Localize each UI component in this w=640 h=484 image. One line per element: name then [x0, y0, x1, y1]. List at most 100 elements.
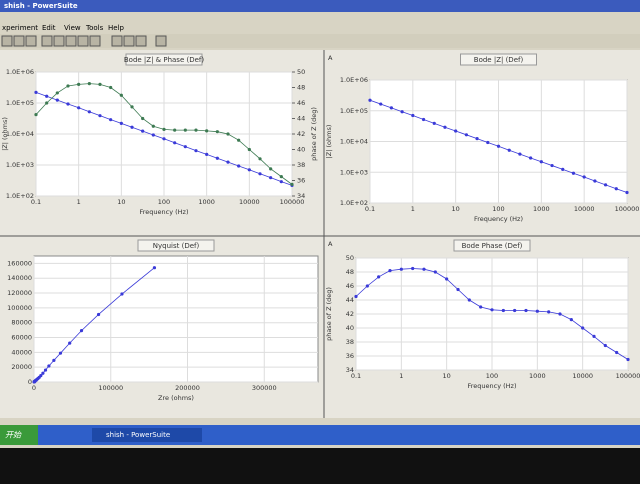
data-point — [66, 84, 70, 88]
data-point — [151, 124, 155, 128]
data-point — [400, 110, 404, 114]
menu-item[interactable]: Help — [108, 24, 125, 32]
data-point — [45, 101, 49, 105]
tool-button[interactable] — [155, 35, 167, 47]
y-tick-label: 1.0E+03 — [6, 161, 34, 169]
panel-label: A — [328, 54, 333, 62]
tool-button[interactable] — [89, 35, 101, 47]
data-point — [58, 351, 63, 355]
menu-item[interactable]: Edit — [42, 24, 56, 32]
x-tick-label: 100000 — [615, 205, 640, 213]
tool-button[interactable] — [135, 35, 147, 47]
data-point — [535, 309, 539, 313]
x-tick-label: 100 — [492, 205, 504, 213]
data-point — [47, 364, 51, 368]
data-point — [377, 275, 381, 279]
data-point — [173, 128, 177, 132]
y2-tick-label: 40 — [297, 146, 305, 154]
data-point — [507, 148, 511, 152]
y-tick-label: 140000 — [7, 274, 32, 282]
data-point — [183, 128, 187, 132]
y-tick-label: 38 — [346, 338, 354, 346]
data-point — [490, 308, 494, 312]
y-tick-label: 1.0E+06 — [340, 76, 368, 84]
charts: 0.1 1 1 0 100 100 0 10000 100000 1.0E+02 1.0E+03 1.… — [1, 53, 640, 402]
data-point — [464, 133, 468, 137]
title-bar — [0, 0, 640, 12]
data-point — [550, 163, 554, 168]
data-point — [558, 312, 562, 316]
title-box — [125, 53, 203, 66]
tool-button[interactable] — [1, 35, 13, 47]
y-tick-label: 0 — [28, 378, 32, 386]
y-tick-label: 160000 — [7, 259, 32, 267]
data-point — [603, 183, 608, 187]
y-tick-label: 1.0E+05 — [6, 99, 34, 107]
y-tick-label: 1.0E+02 — [6, 192, 34, 200]
tool-button[interactable] — [53, 35, 65, 47]
menu-item[interactable]: xperiment — [2, 24, 38, 32]
data-point — [87, 110, 91, 114]
data-point — [501, 308, 505, 313]
chart-title: Nyquist (Def) — [153, 242, 200, 250]
plot-area — [33, 255, 319, 383]
y-tick-label: 1.0E+04 — [340, 138, 368, 146]
tool-button[interactable] — [77, 35, 89, 47]
data-point — [52, 358, 56, 362]
tool-button[interactable] — [123, 35, 135, 47]
data-point — [55, 98, 59, 102]
y-tick-label: 1.0E+03 — [340, 168, 368, 176]
tool-button[interactable] — [65, 35, 77, 47]
data-point — [365, 284, 369, 288]
x-tick-label: 200000 — [175, 384, 200, 392]
y-tick-label: 46 — [346, 282, 354, 290]
title-box — [453, 239, 531, 252]
y-tick-label: 40000 — [11, 348, 32, 356]
x-tick-label: 0.1 — [351, 372, 361, 380]
tool-button[interactable] — [13, 35, 25, 47]
data-point — [421, 117, 426, 122]
task-button[interactable] — [92, 428, 202, 442]
data-point — [571, 171, 576, 175]
data-point — [205, 152, 209, 156]
y-tick-label: 20000 — [11, 363, 32, 371]
x-tick-label: 1 — [399, 372, 403, 380]
data-point — [269, 167, 273, 171]
chart-title: Bode Phase (Def) — [462, 242, 523, 250]
menu-item[interactable]: View — [64, 24, 81, 32]
data-point — [215, 130, 219, 134]
x-tick-label: 10000 — [572, 372, 593, 380]
x-tick-label: 1 — [411, 205, 415, 213]
start-button[interactable] — [0, 425, 38, 445]
data-point — [433, 270, 437, 274]
data-point — [41, 371, 45, 375]
tool-button[interactable] — [25, 35, 37, 47]
tool-button[interactable] — [111, 35, 123, 47]
x-axis-label: Frequency (Hz) — [474, 215, 523, 223]
title-box — [137, 239, 215, 252]
y2-tick-label: 36 — [297, 177, 305, 185]
data-point — [98, 114, 102, 118]
tool-button[interactable] — [41, 35, 53, 47]
x-axis-label: Frequency (Hz) — [139, 208, 188, 216]
y2-tick-label: 38 — [297, 161, 305, 169]
data-point — [183, 145, 187, 149]
x-tick-label: 100 — [486, 372, 498, 380]
data-point — [496, 144, 501, 148]
y-tick-label: 48 — [346, 268, 354, 276]
y-tick-label: 34 — [346, 366, 354, 374]
x-tick-label: 0 — [32, 384, 36, 392]
data-point — [443, 125, 447, 129]
data-point — [529, 156, 533, 160]
data-point — [569, 318, 573, 322]
data-point — [205, 129, 209, 133]
data-point — [368, 98, 372, 102]
y-tick-label: 100000 — [7, 304, 32, 312]
data-point — [454, 129, 458, 133]
y-tick-label: 60000 — [11, 334, 32, 342]
data-point — [603, 343, 607, 348]
menu-item[interactable]: Tools — [85, 24, 104, 32]
chart: 0.1 1 10 100 1000 10000 100000 1.0E+02 1.0E+03 1.… — [325, 53, 640, 223]
data-point — [226, 160, 230, 164]
